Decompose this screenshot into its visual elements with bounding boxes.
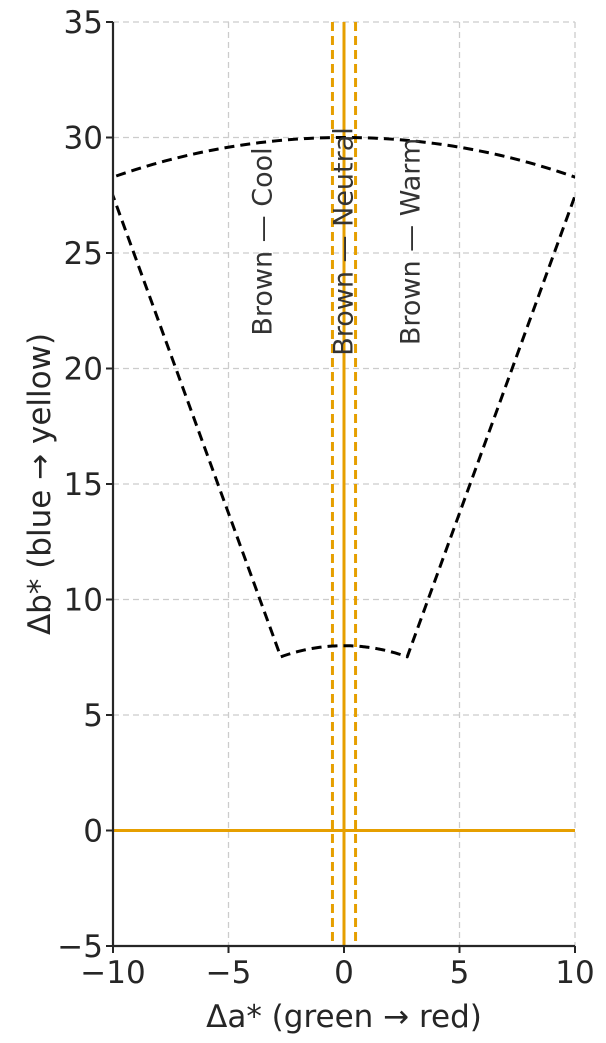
y-tick-label: 5 — [83, 698, 103, 734]
y-tick-label: 10 — [64, 583, 103, 619]
y-tick-label: 35 — [64, 5, 103, 41]
y-tick-label: −5 — [57, 929, 103, 965]
region-label: Brown — Neutral — [329, 127, 360, 356]
x-tick-label: 0 — [334, 955, 354, 991]
y-tick-label: 30 — [64, 121, 103, 157]
x-tick-label: −10 — [80, 955, 145, 991]
x-axis-title: Δa* (green → red) — [206, 999, 482, 1035]
y-axis-title: Δb* (blue → yellow) — [22, 333, 58, 635]
y-tick-label: 0 — [83, 814, 103, 850]
sector-boundary — [113, 136, 575, 659]
y-tick-label: 20 — [64, 352, 103, 388]
region-label: Brown — Warm — [396, 138, 427, 345]
y-tick-label: 15 — [64, 467, 103, 503]
x-tick-label: −5 — [206, 955, 252, 991]
axes — [106, 21, 576, 953]
region-label: Brown — Cool — [248, 147, 279, 335]
y-tick-label: 25 — [64, 236, 103, 272]
x-tick-label: 10 — [555, 955, 594, 991]
annotations: Brown — Cool Brown — Neutral Brown — Warm — [248, 127, 427, 356]
x-tick-label: 5 — [450, 955, 470, 991]
plot-area — [113, 22, 575, 946]
